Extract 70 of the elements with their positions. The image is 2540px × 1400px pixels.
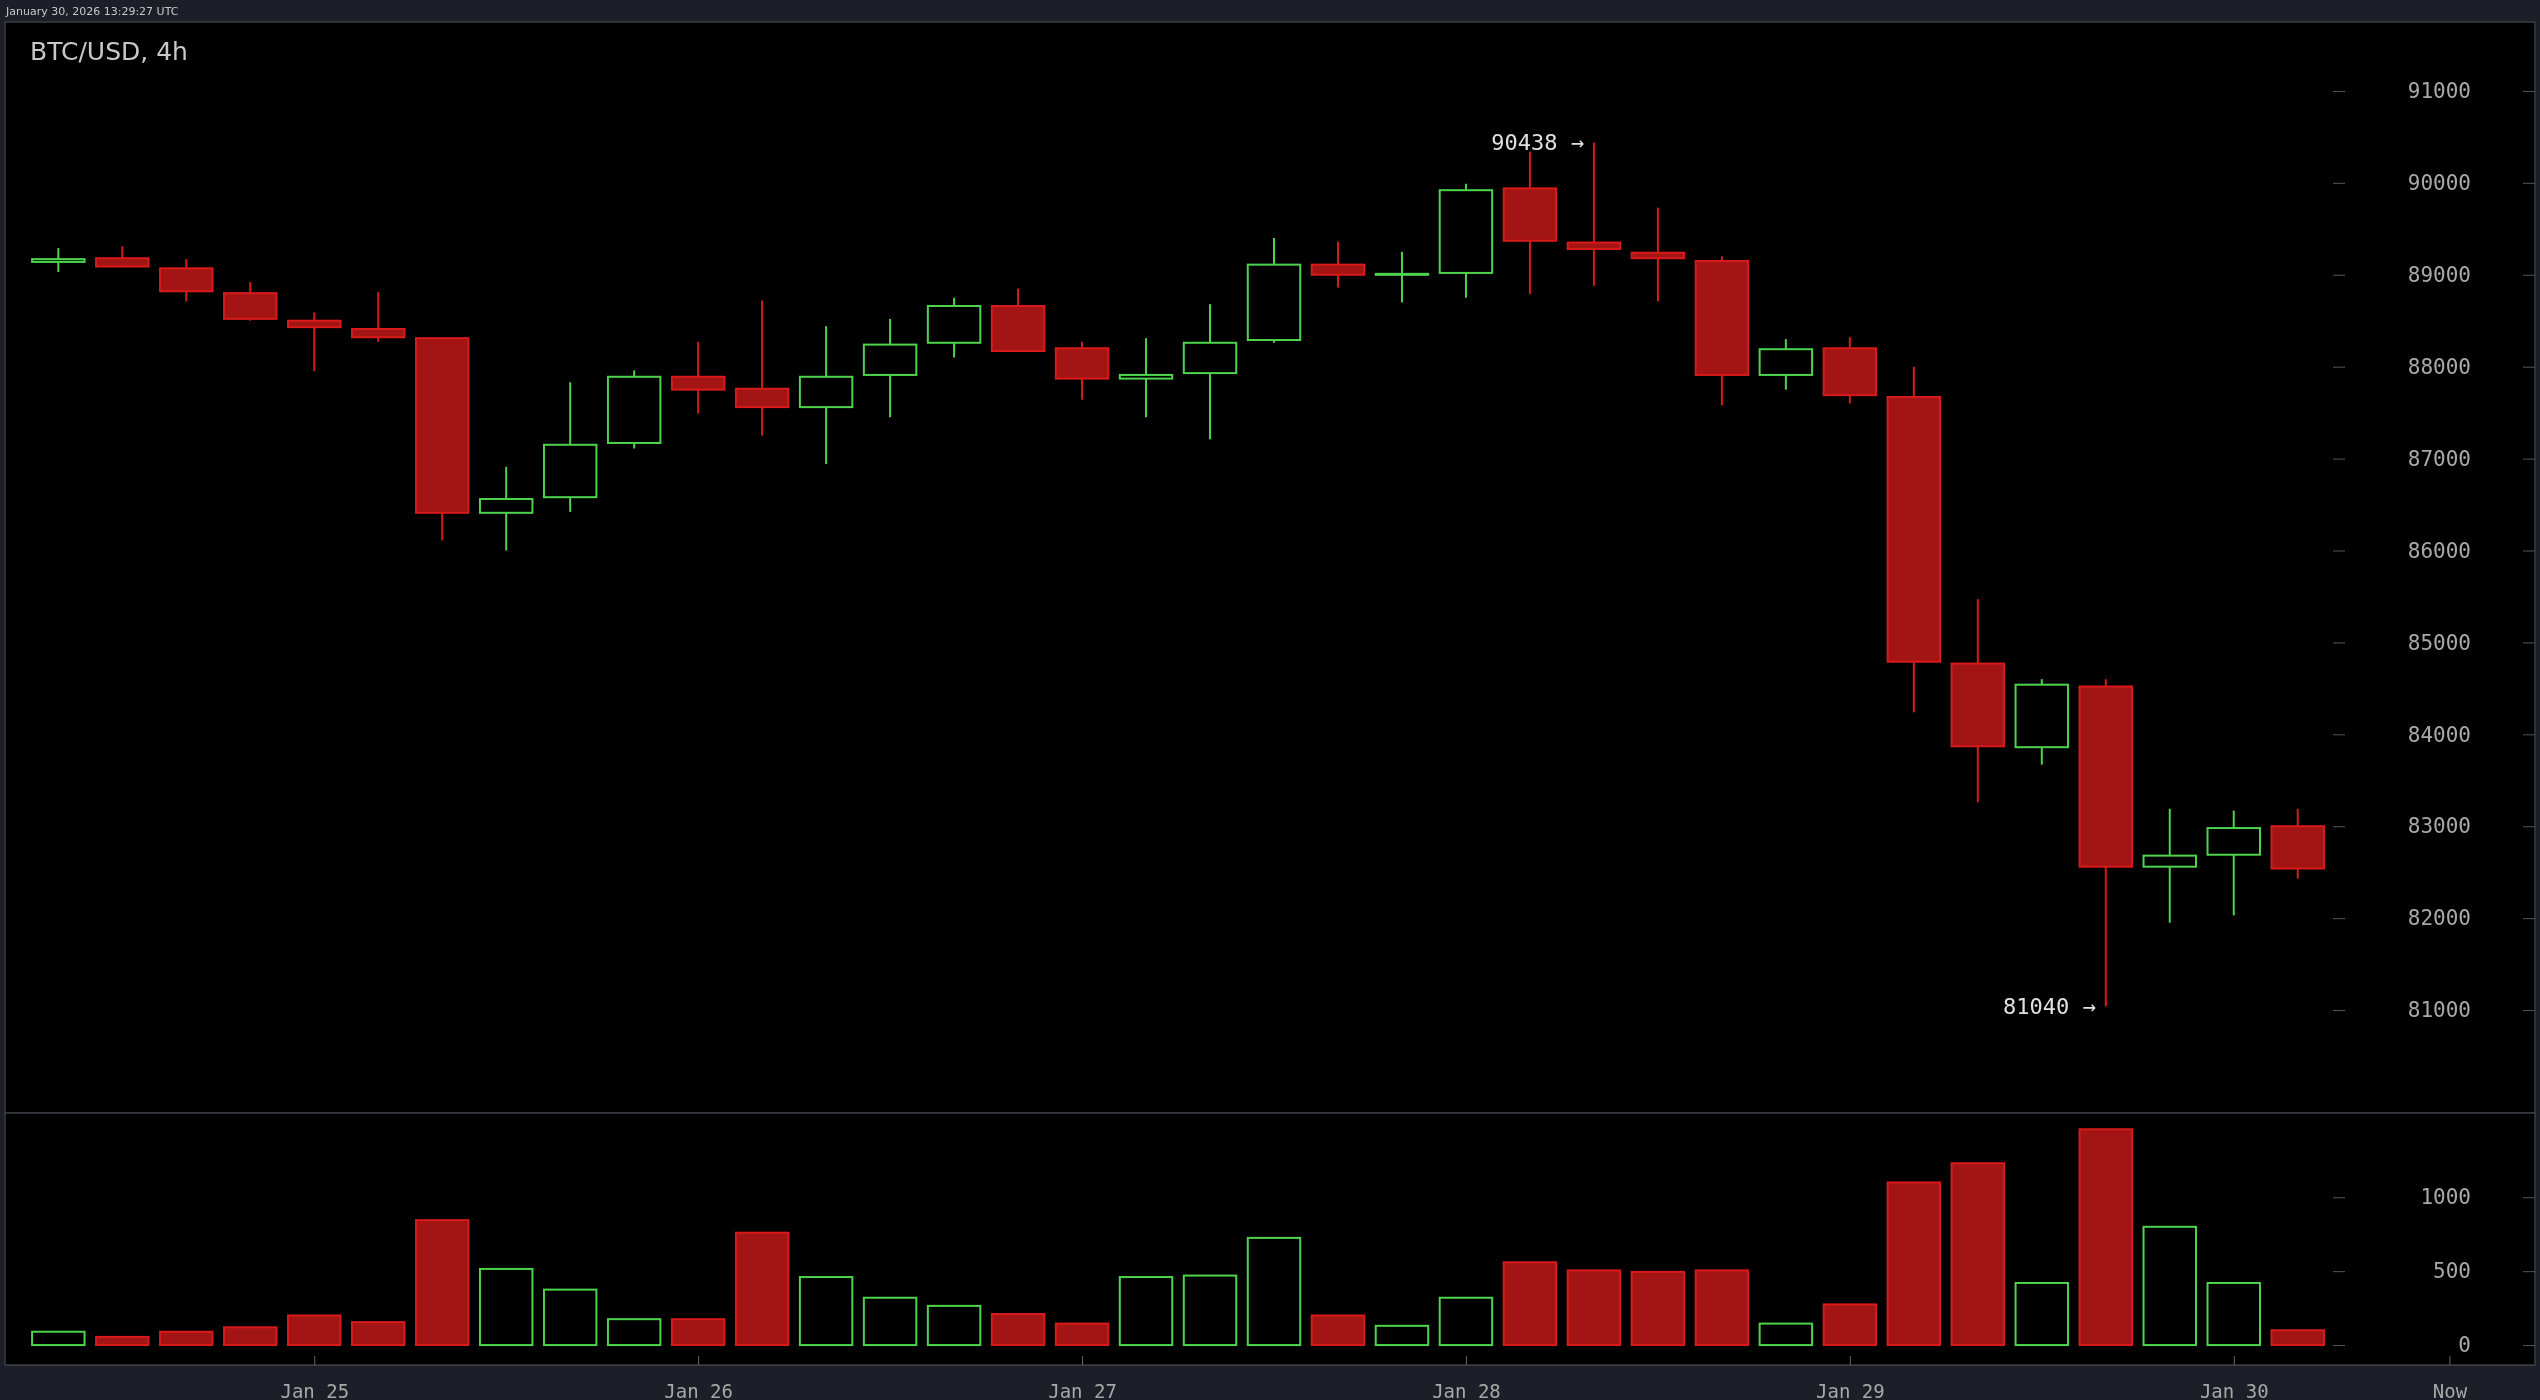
bar bbox=[542, 1288, 598, 1347]
bar bbox=[2014, 1281, 2070, 1347]
chart-subtitle: January 30, 2026 13:29:27 UTC bbox=[5, 5, 179, 18]
bar bbox=[1438, 1296, 1494, 1347]
y-tick-label: 84000 bbox=[2407, 722, 2471, 747]
y-tick-label: 89000 bbox=[2407, 262, 2471, 287]
bar bbox=[287, 1314, 342, 1347]
x-tick-label: Now bbox=[2432, 1380, 2468, 1400]
y-tick-label: 1000 bbox=[2420, 1185, 2471, 1210]
bar bbox=[1822, 1303, 1878, 1347]
y-tick-label: 87000 bbox=[2407, 446, 2471, 471]
candlestick bbox=[1374, 250, 1430, 304]
x-tick-label: Jan 28 bbox=[1432, 1380, 1501, 1400]
y-tick-label: 91000 bbox=[2407, 79, 2471, 104]
candlestick bbox=[31, 247, 86, 273]
x-tick-label: Jan 25 bbox=[280, 1380, 350, 1400]
bar bbox=[798, 1276, 854, 1347]
bar bbox=[95, 1335, 150, 1347]
candlestick bbox=[478, 465, 534, 552]
annotation: 90438 → bbox=[1491, 130, 1584, 156]
bar bbox=[1246, 1236, 1302, 1347]
bar bbox=[2142, 1225, 2197, 1347]
bar bbox=[1054, 1322, 1110, 1347]
candlestick bbox=[1630, 206, 1686, 303]
bar bbox=[1950, 1162, 2006, 1347]
x-tick-label: Jan 29 bbox=[1816, 1380, 1885, 1400]
bar bbox=[1566, 1269, 1622, 1347]
y-tick-label: 500 bbox=[2433, 1259, 2471, 1284]
candlestick bbox=[351, 291, 406, 343]
bar bbox=[670, 1318, 726, 1347]
bar bbox=[606, 1318, 662, 1347]
bar bbox=[1694, 1269, 1750, 1347]
candlestick bbox=[1566, 141, 1622, 287]
x-tick-label: Jan 27 bbox=[1048, 1380, 1117, 1400]
bar bbox=[2206, 1281, 2261, 1347]
candlestick bbox=[1118, 337, 1174, 419]
bar bbox=[926, 1304, 982, 1347]
bar bbox=[862, 1296, 918, 1347]
bar bbox=[1502, 1261, 1558, 1347]
bar bbox=[2270, 1329, 2325, 1347]
candlestick bbox=[2142, 807, 2197, 924]
bar bbox=[414, 1219, 470, 1347]
y-tick-label: 85000 bbox=[2407, 630, 2471, 655]
bar bbox=[1886, 1181, 1942, 1347]
bar bbox=[1630, 1270, 1686, 1347]
y-tick-label: 82000 bbox=[2407, 906, 2471, 931]
y-tick-label: 86000 bbox=[2407, 538, 2471, 563]
y-tick-label: 83000 bbox=[2407, 814, 2471, 839]
y-tick-label: 90000 bbox=[2407, 171, 2471, 196]
bar bbox=[159, 1330, 214, 1347]
annotation: 81040 → bbox=[2003, 994, 2096, 1020]
bar bbox=[1310, 1314, 1366, 1347]
y-tick-label: 88000 bbox=[2407, 354, 2471, 379]
bar bbox=[1182, 1274, 1238, 1347]
bar bbox=[223, 1326, 278, 1347]
bar bbox=[2078, 1128, 2134, 1347]
bar bbox=[351, 1321, 406, 1347]
x-tick-label: Jan 30 bbox=[2199, 1380, 2269, 1400]
y-tick-label: 81000 bbox=[2407, 998, 2471, 1023]
bar bbox=[734, 1231, 790, 1347]
bar bbox=[31, 1330, 86, 1347]
x-tick-label: Jan 26 bbox=[664, 1380, 733, 1400]
bar bbox=[1118, 1276, 1174, 1347]
bar bbox=[478, 1267, 534, 1347]
bar bbox=[990, 1313, 1046, 1347]
y-tick-label: 0 bbox=[2458, 1333, 2471, 1358]
bar bbox=[1758, 1322, 1814, 1347]
bar bbox=[1374, 1324, 1430, 1347]
candlestick bbox=[287, 311, 342, 373]
text: BTC/USD, 4h bbox=[30, 37, 188, 66]
